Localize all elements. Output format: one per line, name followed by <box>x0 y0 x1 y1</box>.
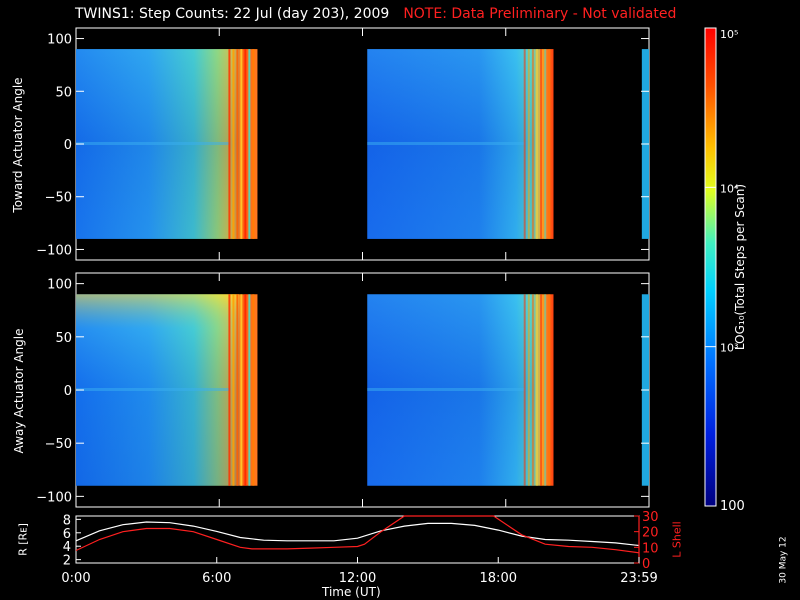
heatmap-streak <box>523 294 526 486</box>
ytick-label: −50 <box>45 437 72 452</box>
left-tick-label: 8 <box>63 513 71 528</box>
lshell-line <box>75 515 640 554</box>
left-tick-label: 4 <box>63 540 71 555</box>
heatmap-streak <box>236 294 239 486</box>
ytick-label: 0 <box>64 138 72 153</box>
colorbar-tick-label: 10⁴ <box>720 182 739 195</box>
heatmap-streak <box>244 294 247 486</box>
right-tick-label: 10 <box>642 541 659 556</box>
ytick-label: −100 <box>36 243 72 258</box>
right-tick-label: 30 <box>642 510 659 525</box>
heatmap-streak <box>252 49 255 239</box>
chart-title: TWINS1: Step Counts: 22 Jul (day 203), 2… <box>75 6 676 22</box>
heatmap-streak <box>535 294 538 486</box>
xtick-label: 12:00 <box>339 571 376 586</box>
ytick-label: −50 <box>45 191 72 206</box>
heatmap-streak <box>240 294 243 486</box>
panel-orbit-xticks: 0:00 6:00 12:00 18:00 23:59 <box>61 557 658 586</box>
heatmap-zero-stripe-2 <box>367 142 526 145</box>
colorbar-label: LOG₁₀(Total Steps per Scan) <box>733 183 747 351</box>
heatmap-streak <box>248 294 251 486</box>
xtick-label: 18:00 <box>480 571 517 586</box>
panel-toward-xticks <box>75 28 650 260</box>
ytick-label: −100 <box>36 490 72 505</box>
heatmap-streak <box>548 294 551 486</box>
ylabel-radius: R [Rᴇ] <box>16 523 30 556</box>
heatmap-streak <box>540 294 543 486</box>
colorbar: 10⁵ 10⁴ 10³ 100 <box>704 27 745 514</box>
xlabel-time: Time (UT) <box>322 585 381 599</box>
side-date: 30 May 12 <box>778 536 789 584</box>
heatmap-zero-stripe-2 <box>367 388 526 391</box>
title-text: TWINS1: Step Counts: 22 Jul (day 203), 2… <box>75 6 390 22</box>
right-tick-label: 20 <box>642 526 659 541</box>
xtick-label: 23:59 <box>620 571 657 586</box>
heatmap-streak <box>248 49 251 239</box>
note-text: NOTE: Data Preliminary - Not validated <box>403 6 677 22</box>
colorbar-ticks: 10⁵ 10⁴ 10³ 100 <box>705 27 745 514</box>
heatmap-zero-stripe-1 <box>76 388 231 391</box>
heatmap-streak <box>228 49 231 239</box>
heatmap-streak <box>535 49 538 239</box>
heatmap-streak <box>531 49 534 239</box>
heatmap-streak <box>236 49 239 239</box>
panel-toward-yticks: 100 50 0 −50 −100 <box>36 33 649 258</box>
left-tick-label: 2 <box>63 554 71 569</box>
panel-orbit-lines <box>75 515 640 554</box>
xtick-label: 6:00 <box>202 571 231 586</box>
heatmap-zero-stripe-1 <box>76 142 231 145</box>
heatmap-streak <box>523 49 526 239</box>
colorbar-tick-label: 10⁵ <box>720 28 738 41</box>
ytick-label: 100 <box>47 278 72 293</box>
left-tick-label: 6 <box>63 527 71 542</box>
colorbar-tick-label: 10³ <box>720 342 738 355</box>
heatmap-streak <box>531 294 534 486</box>
panel-away-heatmap <box>76 294 649 486</box>
heatmap-streak <box>527 294 530 486</box>
right-tick-label: 0 <box>642 557 650 572</box>
heatmap-streak <box>527 49 530 239</box>
ytick-label: 0 <box>64 384 72 399</box>
panel-away-yticks: 100 50 0 −50 −100 <box>36 278 649 505</box>
heatmap-streak <box>232 49 235 239</box>
ytick-label: 100 <box>47 33 72 48</box>
panel-away-xticks <box>75 273 650 507</box>
heatmap-streak <box>252 294 255 486</box>
panel-toward: 100 50 0 −50 −100 <box>36 27 650 261</box>
ytick-label: 50 <box>55 331 72 346</box>
panel-away: 100 50 0 −50 −100 <box>36 272 650 508</box>
colorbar-bar <box>704 27 717 507</box>
heatmap-streak <box>544 294 547 486</box>
ylabel-toward: Toward Actuator Angle <box>11 77 25 213</box>
heatmap-streak <box>544 49 547 239</box>
radius-line <box>75 521 640 547</box>
panel-toward-heatmap <box>76 49 649 239</box>
ytick-label: 50 <box>55 85 72 100</box>
xtick-label: 0:00 <box>61 571 90 586</box>
heatmap-streak <box>244 49 247 239</box>
ylabel-lshell: L Shell <box>670 521 684 558</box>
heatmap-streak <box>540 49 543 239</box>
heatmap-streak <box>232 294 235 486</box>
heatmap-streak <box>240 49 243 239</box>
heatmap-streak <box>548 49 551 239</box>
colorbar-tick-label: 100 <box>720 499 745 514</box>
ylabel-away: Away Actuator Angle <box>12 328 26 454</box>
heatmap-streak <box>228 294 231 486</box>
